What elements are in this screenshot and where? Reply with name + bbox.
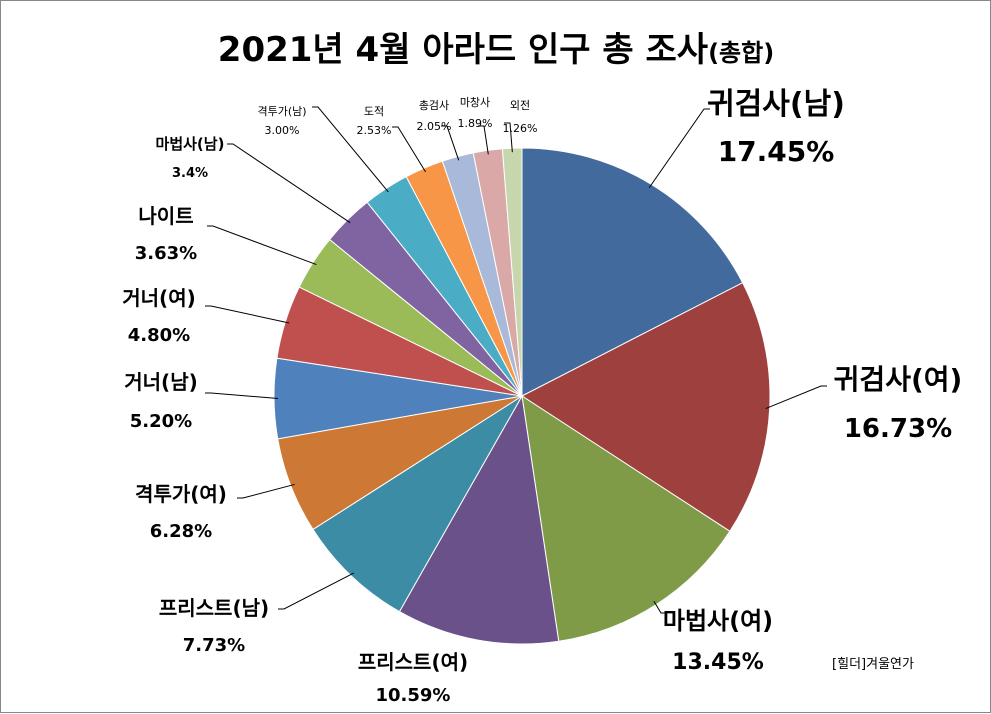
leader-line bbox=[207, 225, 317, 266]
pie-slice bbox=[521, 282, 771, 532]
slice-value-label: 3.00% bbox=[265, 124, 300, 137]
slice-label: 격투가(남) bbox=[257, 105, 306, 118]
pie-slice bbox=[398, 394, 560, 645]
leader-line bbox=[312, 106, 389, 193]
leader-line bbox=[765, 385, 827, 409]
slice-value-label: 4.80% bbox=[128, 325, 190, 346]
chart-title: 2021년 4월 아라드 인구 총 조사(총합) bbox=[218, 30, 774, 70]
watermark: [힐더]겨울연가 bbox=[832, 657, 914, 672]
slice-label: 나이트 bbox=[138, 204, 193, 228]
slice-value-label: 6.28% bbox=[150, 521, 212, 542]
slice-value-label: 17.45% bbox=[718, 135, 835, 168]
slice-label: 마법사(여) bbox=[663, 607, 773, 635]
slice-value-label: 3.4% bbox=[172, 166, 208, 181]
slice-label: 총검사 bbox=[419, 99, 449, 112]
slice-value-label: 3.63% bbox=[135, 243, 197, 264]
slice-value-label: 7.73% bbox=[183, 635, 245, 656]
slice-label: 마창사 bbox=[460, 96, 490, 109]
slice-value-label: 1.89% bbox=[458, 117, 493, 130]
slice-value-label: 10.59% bbox=[376, 685, 451, 706]
slice-label: 도적 bbox=[364, 105, 384, 118]
leader-line bbox=[237, 483, 295, 499]
leader-line bbox=[227, 143, 351, 224]
leader-line bbox=[478, 125, 489, 155]
slice-value-label: 1.26% bbox=[503, 122, 538, 135]
slice-label: 거너(여) bbox=[122, 286, 195, 310]
leader-line bbox=[504, 122, 513, 153]
slice-label: 귀검사(여) bbox=[834, 363, 963, 396]
slice-label: 귀검사(남) bbox=[707, 87, 845, 122]
slice-value-label: 16.73% bbox=[844, 414, 952, 444]
slice-value-label: 13.45% bbox=[672, 650, 764, 675]
pie-slice bbox=[312, 395, 523, 613]
leader-line bbox=[278, 572, 355, 610]
slice-value-label: 2.53% bbox=[357, 124, 392, 137]
slice-label: 프리스트(남) bbox=[159, 596, 269, 620]
leader-line bbox=[205, 392, 279, 399]
slice-label: 프리스트(여) bbox=[358, 650, 468, 674]
slice-label: 외전 bbox=[510, 99, 530, 112]
leader-line bbox=[653, 601, 667, 614]
leader-line bbox=[392, 126, 427, 173]
slice-label: 거너(남) bbox=[124, 370, 197, 394]
slice-value-label: 5.20% bbox=[130, 411, 192, 432]
leader-line bbox=[648, 108, 710, 189]
leader-line bbox=[205, 305, 290, 324]
slice-label: 격투가(여) bbox=[135, 482, 227, 506]
leader-line bbox=[441, 125, 460, 161]
slice-label: 마법사(남) bbox=[156, 135, 225, 153]
slice-value-label: 2.05% bbox=[417, 120, 452, 133]
